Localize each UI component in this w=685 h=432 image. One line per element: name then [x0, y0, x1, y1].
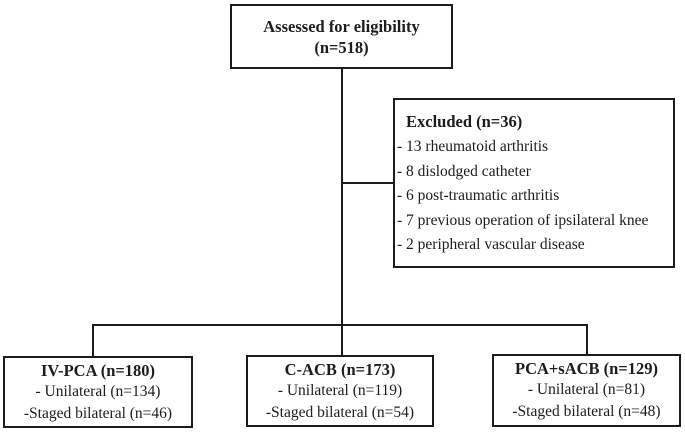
group-box-pca-sacb: PCA+sACB (n=129) - Unilateral (n=81) -St…: [492, 354, 681, 427]
group-iv-pca-unilateral: - Unilateral (n=134): [35, 382, 161, 400]
excluded-item-previous-operation: - 7 previous operation of ipsilateral kn…: [397, 211, 649, 229]
connector-vertical-main: [341, 69, 343, 356]
assessed-title-line1: Assessed for eligibility: [263, 16, 420, 36]
group-pca-sacb-unilateral: - Unilateral (n=81): [527, 381, 646, 398]
connector-horizontal-distribution: [92, 324, 588, 326]
excluded-item-dislodged-catheter: - 8 dislodged catheter: [397, 162, 531, 180]
connector-branch-to-excluded: [341, 182, 394, 184]
group-pca-sacb-title: PCA+sACB (n=129): [514, 359, 658, 378]
connector-drop-left: [92, 324, 94, 357]
connector-drop-right: [586, 324, 588, 355]
group-c-acb-staged-bilateral: -Staged bilateral (n=54): [265, 403, 415, 421]
group-iv-pca-title: IV-PCA (n=180): [40, 360, 156, 380]
assessed-for-eligibility-box: Assessed for eligibility (n=518): [230, 4, 453, 69]
group-c-acb-title: C-ACB (n=173): [284, 359, 396, 379]
excluded-item-peripheral-vascular-disease: - 2 peripheral vascular disease: [397, 236, 585, 253]
excluded-box: Excluded (n=36) - 13 rheumatoid arthriti…: [393, 98, 675, 268]
excluded-item-post-traumatic-arthritis: - 6 post-traumatic arthritis: [397, 187, 560, 204]
excluded-title: Excluded (n=36): [406, 112, 523, 131]
excluded-item-rheumatoid-arthritis: - 13 rheumatoid arthritis: [397, 138, 549, 155]
assessed-title-line2: (n=518): [314, 37, 369, 57]
group-iv-pca-staged-bilateral: -Staged bilateral (n=46): [23, 404, 173, 422]
group-pca-sacb-staged-bilateral: -Staged bilateral (n=48): [512, 403, 661, 420]
group-box-c-acb: C-ACB (n=173) - Unilateral (n=119) -Stag…: [246, 355, 434, 427]
group-box-iv-pca: IV-PCA (n=180) - Unilateral (n=134) -Sta…: [3, 356, 193, 428]
group-c-acb-unilateral: - Unilateral (n=119): [277, 381, 403, 399]
